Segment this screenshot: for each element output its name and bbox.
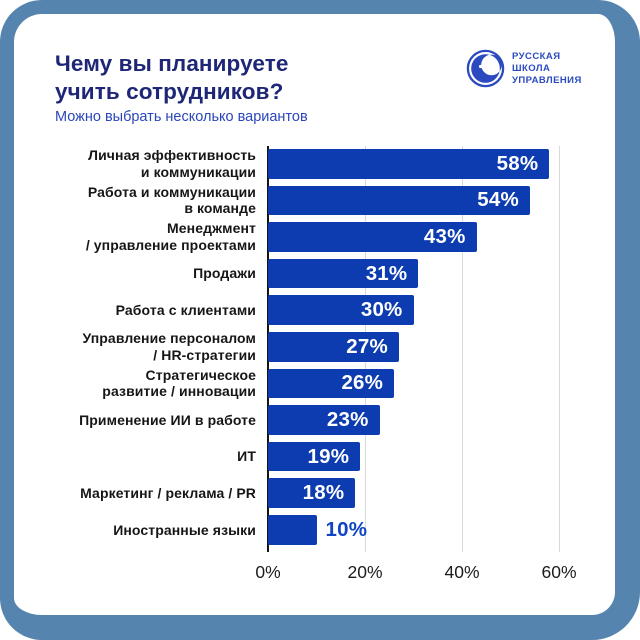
bar-category-label: Работа и коммуникации в команде xyxy=(87,183,256,217)
x-axis-tick-label: 60% xyxy=(541,562,577,582)
bar: 43% xyxy=(268,222,477,252)
bar: 26% xyxy=(268,368,395,399)
bar-value-label: 19% xyxy=(307,444,350,468)
page-title: Чему вы планируете учить сотрудников? xyxy=(55,51,289,104)
bar-category-label: Маркетинг / реклама / PR xyxy=(80,484,256,501)
rsu-logo: РУССКАЯ ШКОЛА УПРАВЛЕНИЯ xyxy=(466,49,582,88)
bar: 23% xyxy=(268,405,380,435)
bar-category-label: Стратегическое развитие / инновации xyxy=(102,366,256,400)
bar-value-label: 23% xyxy=(326,407,369,431)
bar-category-label: Иностранные языки xyxy=(113,521,256,538)
bar-category-label: Применение ИИ в работе xyxy=(79,411,256,428)
bar xyxy=(268,515,317,545)
bar: 58% xyxy=(268,149,550,179)
bar: 19% xyxy=(268,441,361,472)
bar-value-label: 30% xyxy=(360,298,403,322)
y-axis-line xyxy=(266,146,269,552)
bar-category-label: Продажи xyxy=(193,265,256,282)
x-axis-tick-label: 40% xyxy=(444,562,480,582)
bar: 31% xyxy=(268,258,419,289)
page-subtitle: Можно выбрать несколько вариантов xyxy=(55,109,308,125)
bar-value-label: 18% xyxy=(302,481,345,505)
bar: 30% xyxy=(268,295,414,325)
bar-category-label: Менеджмент / управление проектами xyxy=(85,220,256,253)
bar-value-label: 27% xyxy=(346,334,388,358)
bar-category-label: Управление персоналом / HR-стратегии xyxy=(82,330,256,363)
bar-value-label: 54% xyxy=(477,188,519,212)
bar-value-label: 26% xyxy=(341,371,384,395)
bar: 27% xyxy=(268,332,399,362)
gridline xyxy=(559,146,560,552)
bar-value-label: 58% xyxy=(496,151,539,175)
x-axis-tick-label: 0% xyxy=(255,562,281,582)
x-axis-tick-label: 20% xyxy=(347,562,383,582)
bar-value-label: 31% xyxy=(365,261,408,285)
bar-category-label: Личная эффективность и коммуникации xyxy=(88,147,256,180)
gridline xyxy=(462,146,463,552)
logo-text: РУССКАЯ ШКОЛА УПРАВЛЕНИЯ xyxy=(512,50,582,86)
rsu-logo-icon xyxy=(466,49,505,88)
bar-category-label: ИТ xyxy=(237,448,256,465)
bar: 54% xyxy=(268,185,530,216)
bar-category-label: Работа с клиентами xyxy=(115,301,256,318)
bar-value-label: 43% xyxy=(423,224,466,248)
bar: 18% xyxy=(268,478,356,508)
bar-value-label: 10% xyxy=(325,517,368,541)
